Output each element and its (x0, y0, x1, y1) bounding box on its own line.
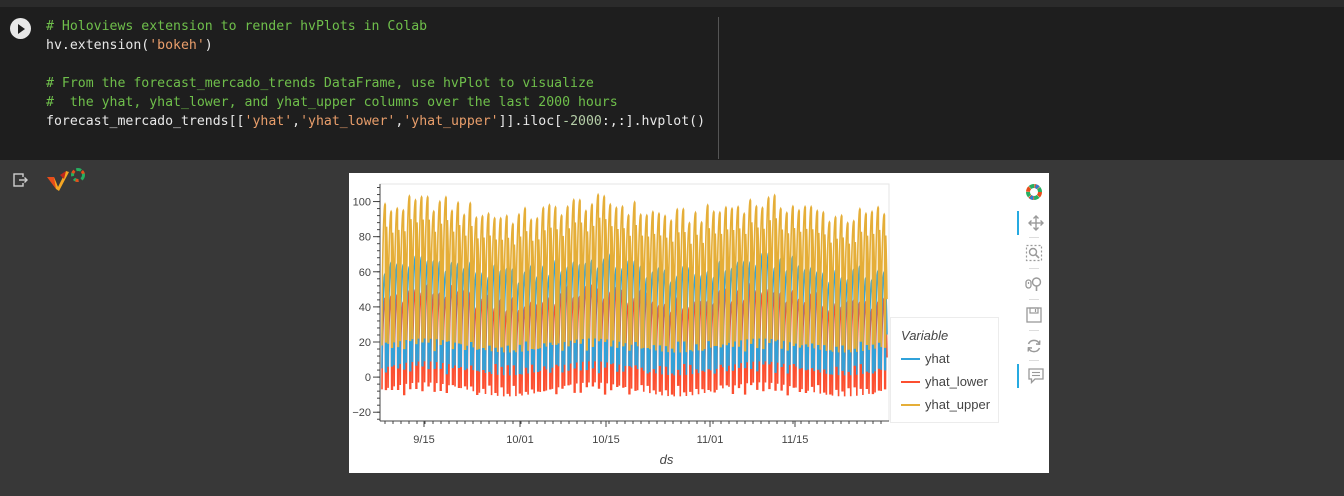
code-editor[interactable]: # Holoviews extension to render hvPlots … (46, 17, 705, 131)
code-line[interactable]: # Holoviews extension to render hvPlots … (46, 19, 428, 34)
toolbar-separator (1029, 299, 1039, 300)
wheel-zoom-icon[interactable] (1017, 272, 1051, 296)
pan-icon[interactable] (1017, 211, 1053, 235)
legend-swatch-yhat-upper (901, 403, 920, 406)
hover-icon[interactable] (1017, 364, 1053, 388)
toolbar-separator (1029, 237, 1039, 238)
y-tick-label: 40 (359, 302, 371, 314)
toolbar-separator (1029, 360, 1039, 361)
y-tick-label: 100 (353, 197, 371, 209)
legend-item-yhat-upper[interactable]: yhat_upper (901, 397, 990, 413)
toolbar-separator (1029, 330, 1039, 331)
x-tick-label: 10/15 (592, 434, 620, 446)
series-yhat-upper-line (381, 192, 888, 353)
code-cell[interactable]: # Holoviews extension to render hvPlots … (0, 7, 1344, 160)
chart-legend: Variable yhat yhat_lower yhat_upper (890, 317, 999, 423)
x-tick-label: 11/01 (697, 434, 724, 446)
legend-label: yhat_lower (925, 374, 988, 389)
code-line[interactable]: # the yhat, yhat_lower, and yhat_upper c… (46, 95, 618, 110)
y-tick-label: −20 (352, 407, 371, 419)
x-axis-label: ds (660, 452, 674, 467)
run-cell-button[interactable] (10, 18, 31, 39)
bokeh-logo-icon[interactable] (1017, 180, 1051, 204)
legend-label: yhat (925, 351, 950, 366)
code-line[interactable]: # From the forecast_mercado_trends DataF… (46, 76, 594, 91)
x-tick-label: 11/15 (782, 434, 809, 446)
toolbar-separator (1029, 268, 1039, 269)
x-tick-label: 10/01 (506, 434, 534, 446)
save-icon[interactable] (1017, 303, 1051, 327)
code-line[interactable]: hv.extension('bokeh') (46, 38, 213, 53)
y-tick-label: 80 (359, 232, 371, 244)
code-line[interactable]: forecast_mercado_trends[['yhat','yhat_lo… (46, 114, 706, 129)
output-redirect-icon[interactable] (13, 172, 29, 191)
bokeh-toolbar (1017, 180, 1051, 395)
legend-label: yhat_upper (925, 397, 991, 412)
box-zoom-icon[interactable] (1017, 241, 1051, 265)
line-chart[interactable]: 100 80 60 40 20 0 −20 9/15 10/01 10/15 11/01 11/15 d… (349, 173, 1049, 473)
legend-item-yhat[interactable]: yhat (901, 351, 950, 367)
legend-item-yhat-lower[interactable]: yhat_lower (901, 374, 988, 390)
y-tick-label: 0 (365, 372, 371, 384)
holoviews-logo-icon (46, 167, 88, 197)
top-bar (0, 0, 1344, 7)
legend-title: Variable (901, 328, 949, 343)
x-tick-label: 9/15 (413, 434, 434, 446)
y-tick-label: 20 (359, 337, 371, 349)
legend-swatch-yhat (901, 357, 920, 360)
legend-swatch-yhat-lower (901, 380, 920, 383)
hvplot-figure[interactable]: 100 80 60 40 20 0 −20 9/15 10/01 10/15 11/01 11/15 d… (349, 173, 1049, 473)
line-length-ruler (718, 17, 719, 159)
reset-icon[interactable] (1017, 334, 1051, 358)
y-tick-label: 60 (359, 267, 371, 279)
